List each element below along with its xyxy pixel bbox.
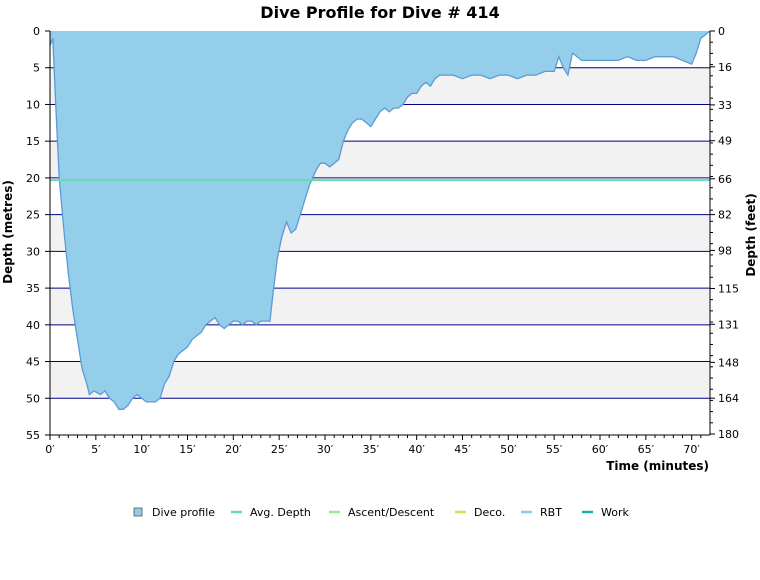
y-right-tick-label: 0 (718, 25, 725, 38)
x-tick-label: 25′ (271, 443, 288, 456)
y-axis-right-ticks: 0 16 33 49 66 82 98 115 131 148 164 180 (710, 25, 739, 441)
x-tick-label: 5′ (91, 443, 101, 456)
x-tick-label: 35′ (363, 443, 380, 456)
chart-legend: Dive profile Avg. Depth Ascent/Descent Deco… (133, 506, 629, 519)
y-tick-label: 35 (26, 282, 40, 295)
x-axis-label: Time (minutes) (606, 459, 709, 473)
x-tick-label: 55′ (546, 443, 563, 456)
x-tick-label: 0′ (45, 443, 55, 456)
y-right-tick-label: 115 (718, 282, 739, 295)
chart-title: Dive Profile for Dive # 414 (260, 3, 499, 22)
x-axis-ticks: 0′ 5′ 10′ 15′ 20′ 25′ 30′ 35′ 40′ 45′ 50′ 55′ 60′ 65′… (45, 435, 702, 456)
x-tick-label: 45′ (454, 443, 471, 456)
y-right-tick-label: 49 (718, 135, 732, 148)
x-tick-label: 20′ (225, 443, 242, 456)
legend-label: Work (601, 506, 629, 519)
y-tick-label: 45 (26, 356, 40, 369)
y-right-tick-label: 131 (718, 318, 739, 331)
x-tick-label: 15′ (179, 443, 196, 456)
y-right-tick-label: 66 (718, 173, 732, 186)
x-tick-label: 40′ (408, 443, 425, 456)
dive-profile-line (49, 30, 711, 410)
legend-label: RBT (540, 506, 562, 519)
y-axis-right-label: Depth (feet) (744, 193, 758, 276)
y-right-tick-label: 164 (718, 392, 739, 405)
x-tick-label: 70′ (683, 443, 700, 456)
y-tick-label: 55 (26, 429, 40, 442)
y-axis-left-ticks: 0 5 10 15 20 25 30 35 40 45 50 55 (26, 25, 50, 442)
y-tick-label: 10 (26, 98, 40, 111)
y-right-tick-label: 180 (718, 428, 739, 441)
y-tick-label: 20 (26, 172, 40, 185)
y-tick-label: 50 (26, 392, 40, 405)
legend-label: Avg. Depth (250, 506, 311, 519)
y-right-tick-label: 98 (718, 244, 732, 257)
y-right-tick-label: 16 (718, 61, 732, 74)
y-right-tick-label: 148 (718, 356, 739, 369)
y-tick-label: 0 (33, 25, 40, 38)
y-tick-label: 15 (26, 135, 40, 148)
legend-label: Dive profile (152, 506, 215, 519)
y-right-tick-label: 33 (718, 99, 732, 112)
depth-band (50, 398, 710, 435)
y-tick-label: 5 (33, 62, 40, 75)
x-tick-label: 60′ (592, 443, 609, 456)
x-tick-label: 10′ (133, 443, 150, 456)
dive-profile-area (50, 31, 710, 410)
legend-label: Ascent/Descent (348, 506, 435, 519)
legend-swatch (133, 507, 143, 517)
legend-label: Deco. (474, 506, 505, 519)
y-right-tick-label: 82 (718, 209, 732, 222)
x-tick-label: 50′ (500, 443, 517, 456)
x-tick-label: 30′ (317, 443, 334, 456)
y-tick-label: 25 (26, 209, 40, 222)
x-tick-label: 65′ (638, 443, 655, 456)
y-axis-left-label: Depth (metres) (1, 180, 15, 284)
y-tick-label: 30 (26, 245, 40, 258)
y-tick-label: 40 (26, 319, 40, 332)
